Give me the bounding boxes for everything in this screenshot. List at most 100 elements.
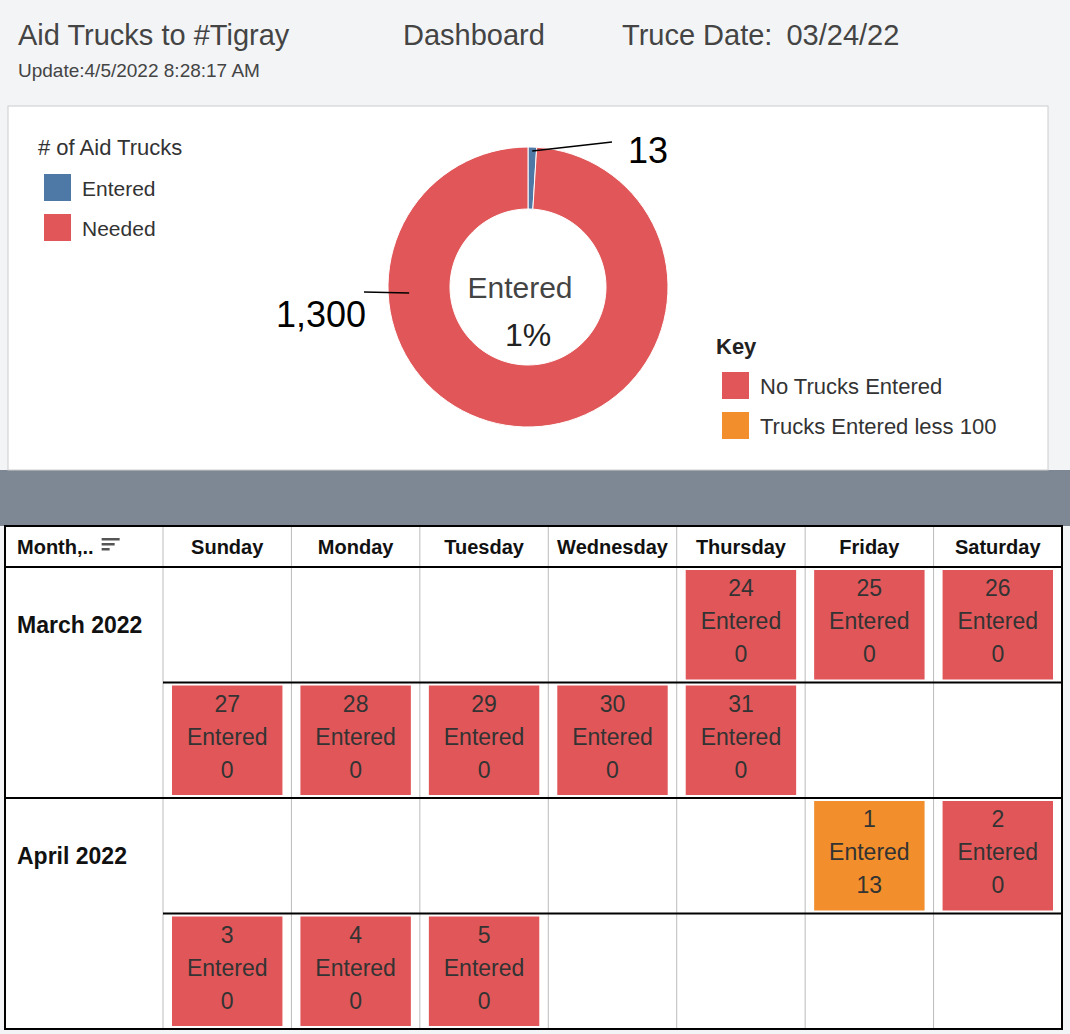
- corner-header: Month,..: [17, 536, 94, 558]
- day-number: 26: [985, 575, 1011, 601]
- day-cell: 2Entered0: [943, 801, 1053, 911]
- day-number: 5: [478, 922, 491, 948]
- key-label: No Trucks Entered: [760, 374, 942, 399]
- header: Aid Trucks to #TigrayDashboardTruce Date…: [18, 19, 899, 81]
- day-label: Entered: [958, 839, 1039, 865]
- day-number: 4: [349, 922, 362, 948]
- day-cell: 27Entered0: [172, 686, 282, 796]
- day-cell: 4 Entered 0: [300, 917, 410, 1027]
- day-cell-bg: [686, 570, 796, 680]
- weekday-header: Sunday: [191, 536, 264, 558]
- day-cell-bg: [814, 801, 924, 911]
- legend-label: Needed: [82, 217, 156, 240]
- donut-slice: [388, 147, 668, 427]
- header-line: [5, 566, 1062, 568]
- day-cell-bg: [686, 686, 796, 796]
- sort-icon: [102, 543, 115, 546]
- day-label: Entered: [187, 724, 268, 750]
- day-label: Entered: [444, 955, 525, 981]
- calendar: Month,..SundayMondayTuesdayWednesdayThur…: [5, 526, 1062, 1029]
- day-label: Entered: [701, 724, 782, 750]
- day-number: 30: [600, 691, 626, 717]
- day-value: 0: [735, 757, 748, 783]
- center-label: Entered: [467, 271, 572, 304]
- month-label: April 2022: [17, 843, 127, 869]
- donut: [388, 147, 668, 427]
- day-number: 1: [863, 806, 876, 832]
- day-cell: 30 Entered 0: [557, 686, 667, 796]
- data-label: 13: [628, 130, 668, 171]
- day-label: Entered: [958, 608, 1039, 634]
- truce-date: 03/24/22: [786, 19, 899, 51]
- day-cell: 1 Entered 13: [814, 801, 924, 911]
- day-value: 0: [735, 641, 748, 667]
- key-label: Trucks Entered less 100: [760, 414, 996, 439]
- day-number: 25: [857, 575, 883, 601]
- weekday-header: Tuesday: [444, 536, 525, 558]
- day-label: Entered: [444, 724, 525, 750]
- legend-title: # of Aid Trucks: [38, 135, 182, 160]
- month-label: March 2022: [17, 612, 142, 638]
- column-line: [548, 526, 549, 1029]
- day-cell: 26Entered0: [943, 570, 1053, 680]
- sort-icon: [102, 548, 110, 551]
- week-line: [163, 913, 1062, 915]
- background: [0, 0, 1070, 1034]
- day-cell-bg: [172, 917, 282, 1027]
- panel-frame: [8, 106, 1048, 470]
- key-swatch: [722, 372, 749, 399]
- month-line: [5, 797, 1062, 799]
- weekday-header: Friday: [839, 536, 900, 558]
- day-label: Entered: [572, 724, 653, 750]
- data-label: 1,300: [276, 294, 366, 335]
- header-label: Dashboard: [403, 19, 545, 51]
- day-number: 3: [221, 922, 234, 948]
- day-value: 13: [857, 872, 883, 898]
- day-cell: 3Entered0: [172, 917, 282, 1027]
- column-line: [291, 526, 292, 1029]
- weekday-header: Wednesday: [557, 536, 669, 558]
- day-cell-bg: [943, 801, 1053, 911]
- day-number: 28: [343, 691, 369, 717]
- table-frame: [5, 526, 1062, 1029]
- day-number: 27: [214, 691, 240, 717]
- day-cell-bg: [429, 917, 539, 1027]
- legend-swatch: [44, 214, 71, 241]
- legend-swatch: [44, 174, 71, 201]
- day-cell-bg: [943, 570, 1053, 680]
- day-value: 0: [991, 872, 1004, 898]
- day-cell-bg: [429, 686, 539, 796]
- truce-label: Truce Date:: [622, 19, 772, 51]
- day-label: Entered: [315, 955, 396, 981]
- sort-icon: [102, 538, 120, 541]
- photo-band: [0, 470, 1070, 526]
- day-cell: 24Entered0: [686, 570, 796, 680]
- legend: # of Aid TrucksEnteredNeeded: [38, 135, 182, 241]
- donut-panel: 13 1,300 Entered 1% # of Aid TrucksEnteredNe…: [8, 106, 1048, 470]
- weekday-header: Saturday: [955, 536, 1041, 558]
- day-cell: 25 Entered 0: [814, 570, 924, 680]
- day-value: 0: [349, 988, 362, 1014]
- table-bg: [5, 526, 1062, 1029]
- day-cell-bg: [814, 570, 924, 680]
- day-value: 0: [349, 757, 362, 783]
- key-swatch: [722, 412, 749, 439]
- day-value: 0: [863, 641, 876, 667]
- day-value: 0: [478, 988, 491, 1014]
- day-cell-bg: [300, 917, 410, 1027]
- key: KeyNo Trucks EnteredTrucks Entered less …: [716, 334, 996, 439]
- leader-line: [532, 142, 612, 151]
- day-cell: 29Entered0: [429, 686, 539, 796]
- column-line: [419, 526, 420, 1029]
- center-value: 1%: [505, 317, 551, 353]
- day-number: 24: [728, 575, 754, 601]
- day-value: 0: [606, 757, 619, 783]
- day-label: Entered: [829, 608, 910, 634]
- column-line: [163, 526, 164, 1029]
- day-value: 0: [221, 988, 234, 1014]
- weekday-header: Monday: [318, 536, 394, 558]
- update-time: Update:4/5/2022 8:28:17 AM: [18, 60, 260, 81]
- day-cell-bg: [172, 686, 282, 796]
- day-label: Entered: [829, 839, 910, 865]
- day-cell: 5 Entered 0: [429, 917, 539, 1027]
